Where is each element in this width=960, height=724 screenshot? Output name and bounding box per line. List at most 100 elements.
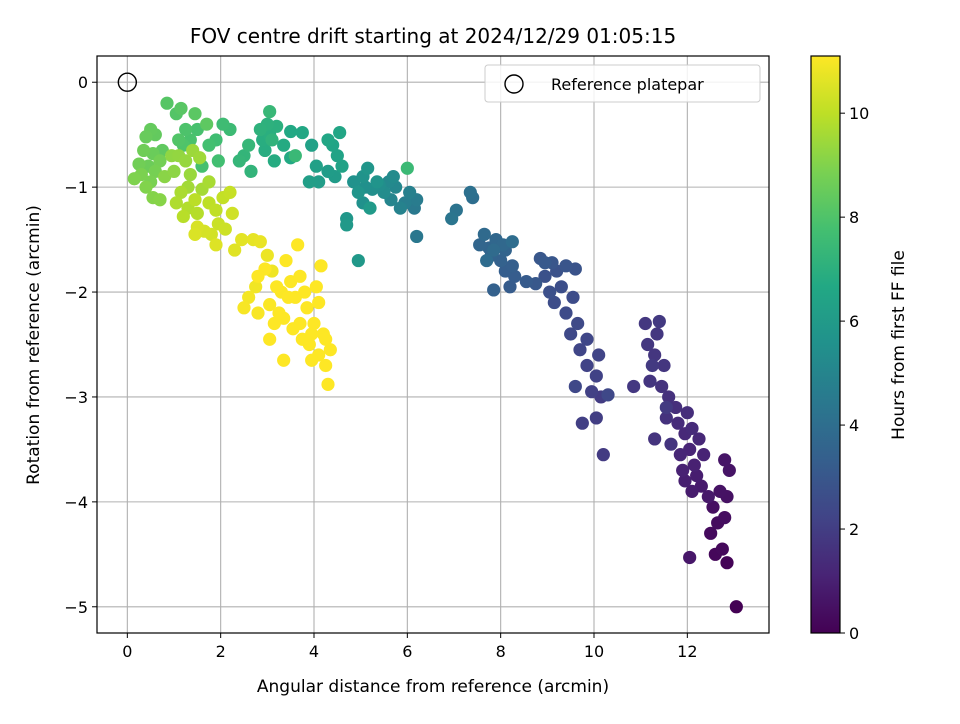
data-point <box>351 185 365 199</box>
data-point <box>729 600 743 614</box>
data-point <box>690 469 704 483</box>
x-tick-label: 0 <box>122 642 132 661</box>
data-point <box>333 125 347 140</box>
grid-lines <box>97 56 769 633</box>
data-point <box>216 117 230 131</box>
data-point <box>697 448 711 462</box>
data-point <box>538 256 552 270</box>
data-point <box>267 154 281 168</box>
data-point <box>718 510 732 525</box>
data-point <box>701 490 715 504</box>
data-point <box>223 185 237 199</box>
x-axis-ticks: 0 2 4 6 8 10 12 <box>122 633 698 661</box>
data-point <box>662 390 676 404</box>
data-point <box>263 332 277 346</box>
data-point <box>305 353 319 367</box>
colorbar-tick-label: 10 <box>849 104 869 123</box>
data-point <box>643 374 657 388</box>
y-axis-ticks: 0 −1 −2 −3 −4 −5 <box>64 73 97 617</box>
data-point <box>200 117 214 131</box>
data-point <box>351 253 365 268</box>
data-point <box>580 358 594 373</box>
data-point <box>314 259 328 273</box>
data-point <box>300 301 314 315</box>
data-point <box>641 337 655 352</box>
data-point <box>260 248 274 262</box>
data-point <box>270 280 284 294</box>
data-point <box>179 122 193 137</box>
reference-marker-layer <box>117 72 138 92</box>
data-point <box>505 259 519 273</box>
data-point <box>671 416 685 430</box>
colorbar-tick-label: 2 <box>849 520 859 539</box>
data-point <box>167 164 181 178</box>
data-point <box>309 159 323 173</box>
plot-frame <box>96 55 770 634</box>
data-point <box>263 298 277 312</box>
reference-point-marker <box>117 72 138 92</box>
y-tick-label: −1 <box>64 178 88 197</box>
data-point <box>312 295 326 310</box>
data-point <box>680 406 694 420</box>
data-point <box>321 133 335 147</box>
data-point <box>237 301 251 315</box>
data-point <box>340 218 354 232</box>
data-point <box>386 170 400 184</box>
data-point <box>657 358 671 373</box>
data-point <box>137 143 151 158</box>
data-point <box>589 369 603 383</box>
data-point <box>242 138 256 152</box>
legend: Reference platepar <box>484 64 761 103</box>
data-point <box>573 343 587 357</box>
data-point <box>291 238 305 252</box>
data-point <box>650 327 664 341</box>
data-point <box>302 175 316 189</box>
data-point <box>242 290 256 304</box>
data-point <box>370 175 384 189</box>
data-point <box>559 306 573 320</box>
data-point <box>253 235 267 249</box>
legend-reference-marker-icon <box>504 74 524 94</box>
data-point <box>265 133 279 147</box>
data-point <box>305 327 319 341</box>
data-point <box>202 175 216 189</box>
data-point <box>127 172 141 186</box>
y-axis-label: Rotation from reference (arcmin) <box>24 205 44 485</box>
x-tick-label: 8 <box>496 642 506 661</box>
data-point <box>132 157 146 171</box>
data-point <box>139 130 153 144</box>
data-point <box>319 358 333 373</box>
legend-entry-label: Reference platepar <box>551 75 704 94</box>
data-point <box>487 283 501 297</box>
data-point <box>153 154 167 168</box>
data-point <box>487 243 501 257</box>
data-point <box>393 201 407 215</box>
data-point <box>188 107 202 121</box>
data-point <box>319 332 333 346</box>
x-tick-label: 4 <box>309 642 319 661</box>
data-point <box>403 185 417 199</box>
data-point <box>335 159 349 173</box>
data-point <box>477 227 491 241</box>
data-point <box>293 269 307 283</box>
chart-title: FOV centre drift starting at 2024/12/29 … <box>190 24 676 48</box>
data-point <box>505 235 519 249</box>
data-point <box>263 105 277 119</box>
y-tick-label: −3 <box>64 388 88 407</box>
data-point <box>249 280 263 294</box>
data-point <box>715 542 729 556</box>
data-point <box>211 154 225 168</box>
data-point <box>706 500 720 514</box>
data-point <box>272 306 286 320</box>
data-point <box>559 259 573 273</box>
data-points <box>127 96 743 614</box>
data-point <box>659 400 673 415</box>
data-point <box>580 332 594 346</box>
data-point <box>566 290 580 304</box>
data-point <box>704 526 718 540</box>
data-point <box>445 212 459 226</box>
data-point <box>363 201 377 215</box>
data-point <box>190 206 204 220</box>
y-tick-label: 0 <box>78 73 88 92</box>
data-point <box>244 164 258 178</box>
